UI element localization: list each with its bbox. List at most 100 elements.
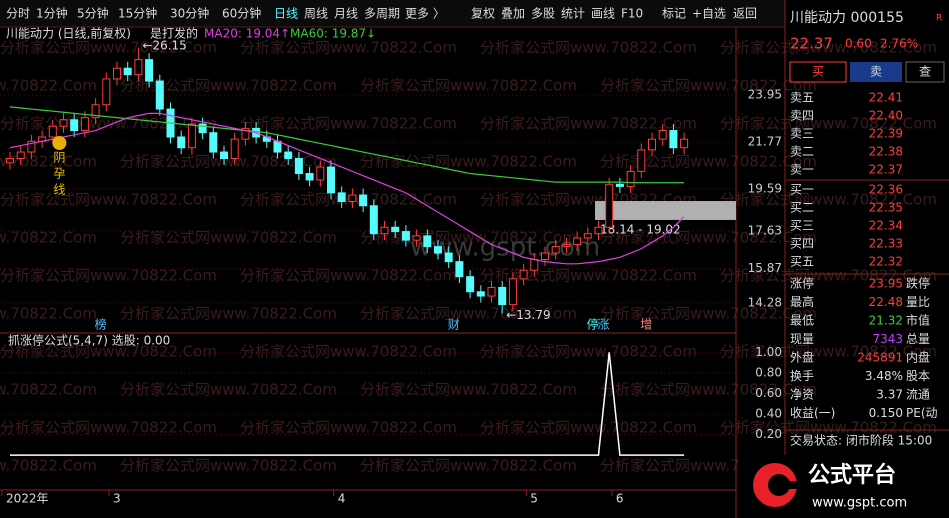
watermark: 分析家公式网www.70822.Com (360, 305, 577, 323)
price: 22.37 (790, 35, 833, 53)
ask-level: 卖二 (790, 145, 814, 159)
candle-body (498, 286, 507, 306)
ma20-label: MA20: 19.04↑ (204, 27, 290, 41)
event-marker[interactable]: 财 (448, 318, 460, 332)
y-tick-label: 0.60 (755, 386, 782, 400)
toolbar-item[interactable]: 更多 〉 (405, 7, 445, 21)
bid-price: 22.32 (869, 255, 903, 269)
watermark: 分析家公式网www.70822.Com (0, 457, 97, 475)
candle-body (70, 119, 79, 132)
candle-body (27, 140, 36, 153)
candle-body (113, 67, 121, 80)
ask-level: 卖五 (790, 91, 814, 105)
toolbar-item[interactable]: 30分钟 (170, 6, 209, 21)
stat-value: 0.150 (869, 406, 903, 420)
stat-label: 最高 (790, 294, 814, 309)
pattern-label: 孕 (53, 167, 65, 181)
candle-body (155, 80, 164, 110)
watermark: 分析家公式网www.70822.Com (0, 153, 97, 171)
toolbar-item[interactable]: 画线 (591, 7, 615, 21)
y-tick-label: 19.59 (748, 181, 782, 195)
toolbar-item[interactable]: 返回 (733, 7, 757, 21)
buy-label[interactable]: 买 (812, 65, 824, 79)
watermark: 分析家公式网www.70822.Com (120, 305, 337, 323)
watermark: 分析家公式网www.70822.Com (120, 381, 337, 399)
stat-label: 流通 (906, 388, 930, 402)
bid-price: 22.34 (869, 219, 903, 233)
toolbar-item[interactable]: +自选 (692, 7, 726, 21)
watermark: 分析家公式网www.70822.Com (240, 115, 457, 133)
candle-body (680, 138, 689, 149)
query-button[interactable] (905, 61, 945, 83)
bid-level: 买五 (790, 255, 814, 269)
toolbar-item[interactable]: 15分钟 (118, 6, 157, 21)
stat-label: 换手 (790, 369, 814, 383)
candle-body (423, 235, 432, 248)
candle-body (177, 136, 186, 149)
stat-label: 股本 (906, 369, 930, 383)
watermark: 分析家公式网www.70822.Com (480, 115, 697, 133)
toolbar-item[interactable]: 标记 (662, 7, 686, 21)
candle-body (508, 278, 517, 306)
buy-button[interactable] (789, 61, 847, 83)
candle-body (241, 127, 250, 140)
query-label[interactable]: 查 (919, 65, 931, 79)
y-tick-label: 14.28 (748, 295, 782, 309)
watermark: 分析家公式网www.70822.Com (120, 457, 337, 475)
stat-label: 外盘 (790, 350, 814, 365)
watermark: 分析家公式网www.70822.Com (480, 419, 697, 437)
event-marker[interactable]: 榜 (95, 317, 107, 332)
candle-body (637, 149, 646, 172)
watermark: 分析家公式网www.70822.Com (360, 229, 577, 247)
event-marker[interactable]: 涨 (597, 317, 609, 332)
watermark: 分析家公式网www.70822.Com (0, 39, 217, 57)
peak-label: ←26.15 (142, 38, 186, 52)
stat-label: 收益(一) (790, 406, 835, 420)
stat-label: 内盘 (906, 350, 930, 365)
toolbar-item[interactable]: 多股 (531, 7, 555, 21)
toolbar-item[interactable]: 月线 (334, 7, 358, 21)
pattern-label: 线 (53, 183, 65, 197)
toolbar-item[interactable]: 叠加 (501, 7, 525, 21)
toolbar-item[interactable]: 周线 (304, 7, 328, 21)
toolbar-item[interactable]: 统计 (561, 7, 585, 21)
watermark: 分析家公式网www.70822.Com (600, 153, 817, 171)
watermark: 分析家公式网www.70822.Com (0, 343, 217, 361)
toolbar-item[interactable]: 1分钟 (36, 6, 68, 21)
ma20-line (9, 112, 685, 265)
candle-body (187, 123, 196, 149)
candle-body (573, 237, 582, 245)
y-tick-label: 21.77 (748, 134, 782, 148)
event-marker[interactable]: 停 (587, 317, 599, 332)
sell-button[interactable] (850, 62, 902, 82)
stat-value: 22.48 (869, 295, 903, 309)
candle-body (6, 157, 14, 164)
toolbar-item[interactable]: 60分钟 (222, 6, 261, 21)
toolbar-item[interactable]: 日线 (274, 7, 298, 21)
candle-body (583, 233, 592, 239)
logo-text: 公式平台 (808, 462, 896, 488)
candle-body (594, 226, 603, 235)
stat-label: 最低 (790, 314, 814, 328)
candle-body (220, 151, 228, 159)
toolbar-item[interactable]: 复权 (471, 7, 495, 21)
candle-body (284, 151, 293, 159)
candle-body (541, 252, 549, 261)
toolbar-item[interactable]: 分时 (6, 7, 30, 21)
toolbar-item[interactable]: F10 (621, 7, 643, 21)
event-marker[interactable]: 增 (640, 318, 652, 332)
watermark: 分析家公式网www.70822.Com (720, 39, 937, 57)
ask-price: 22.39 (869, 127, 903, 141)
change-pct: 2.76% (880, 37, 918, 51)
watermark: 分析家公式网www.70822.Com (480, 343, 697, 361)
bid-price: 22.35 (869, 201, 903, 215)
candle-body (209, 132, 218, 153)
y-tick-label: 23.95 (748, 88, 782, 102)
x-tick-label: 5 (530, 492, 538, 506)
sell-label[interactable]: 卖 (870, 65, 882, 79)
toolbar-item[interactable]: 5分钟 (77, 6, 109, 21)
toolbar-item[interactable]: 多周期 (364, 7, 400, 21)
stat-value: 23.95 (869, 277, 903, 291)
candle-body (316, 166, 325, 181)
stat-label: 跌停 (906, 276, 930, 291)
